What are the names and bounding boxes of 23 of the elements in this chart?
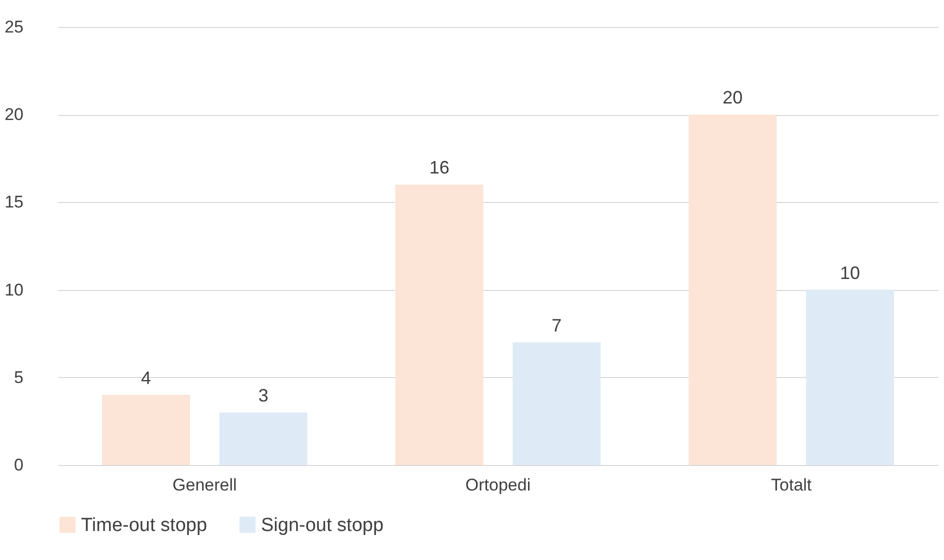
- bar: [219, 412, 308, 465]
- y-tick-label: 15: [4, 192, 24, 212]
- legend-label: Time-out stopp: [81, 514, 208, 536]
- y-tick-label: 25: [4, 18, 24, 36]
- data-label: 20: [722, 88, 743, 108]
- data-label: 7: [552, 315, 562, 336]
- bar: [806, 290, 894, 465]
- bar: [688, 114, 777, 465]
- y-tick-label: 5: [14, 368, 24, 387]
- y-tick-label: 20: [4, 105, 24, 124]
- data-label: 4: [140, 368, 152, 388]
- data-label: 16: [429, 158, 450, 178]
- bar: [102, 394, 190, 465]
- data-label: 10: [840, 262, 860, 283]
- x-tick-label: Ortopedi: [465, 476, 531, 494]
- y-tick-label: 10: [4, 280, 24, 300]
- x-tick-label: Totalt: [771, 476, 812, 494]
- legend-label: Sign-out stopp: [261, 514, 384, 536]
- data-label: 3: [258, 385, 268, 406]
- bar: [512, 342, 601, 465]
- bar: [395, 184, 484, 465]
- y-tick-label: 0: [14, 456, 24, 474]
- x-tick-label: Generell: [172, 476, 237, 494]
